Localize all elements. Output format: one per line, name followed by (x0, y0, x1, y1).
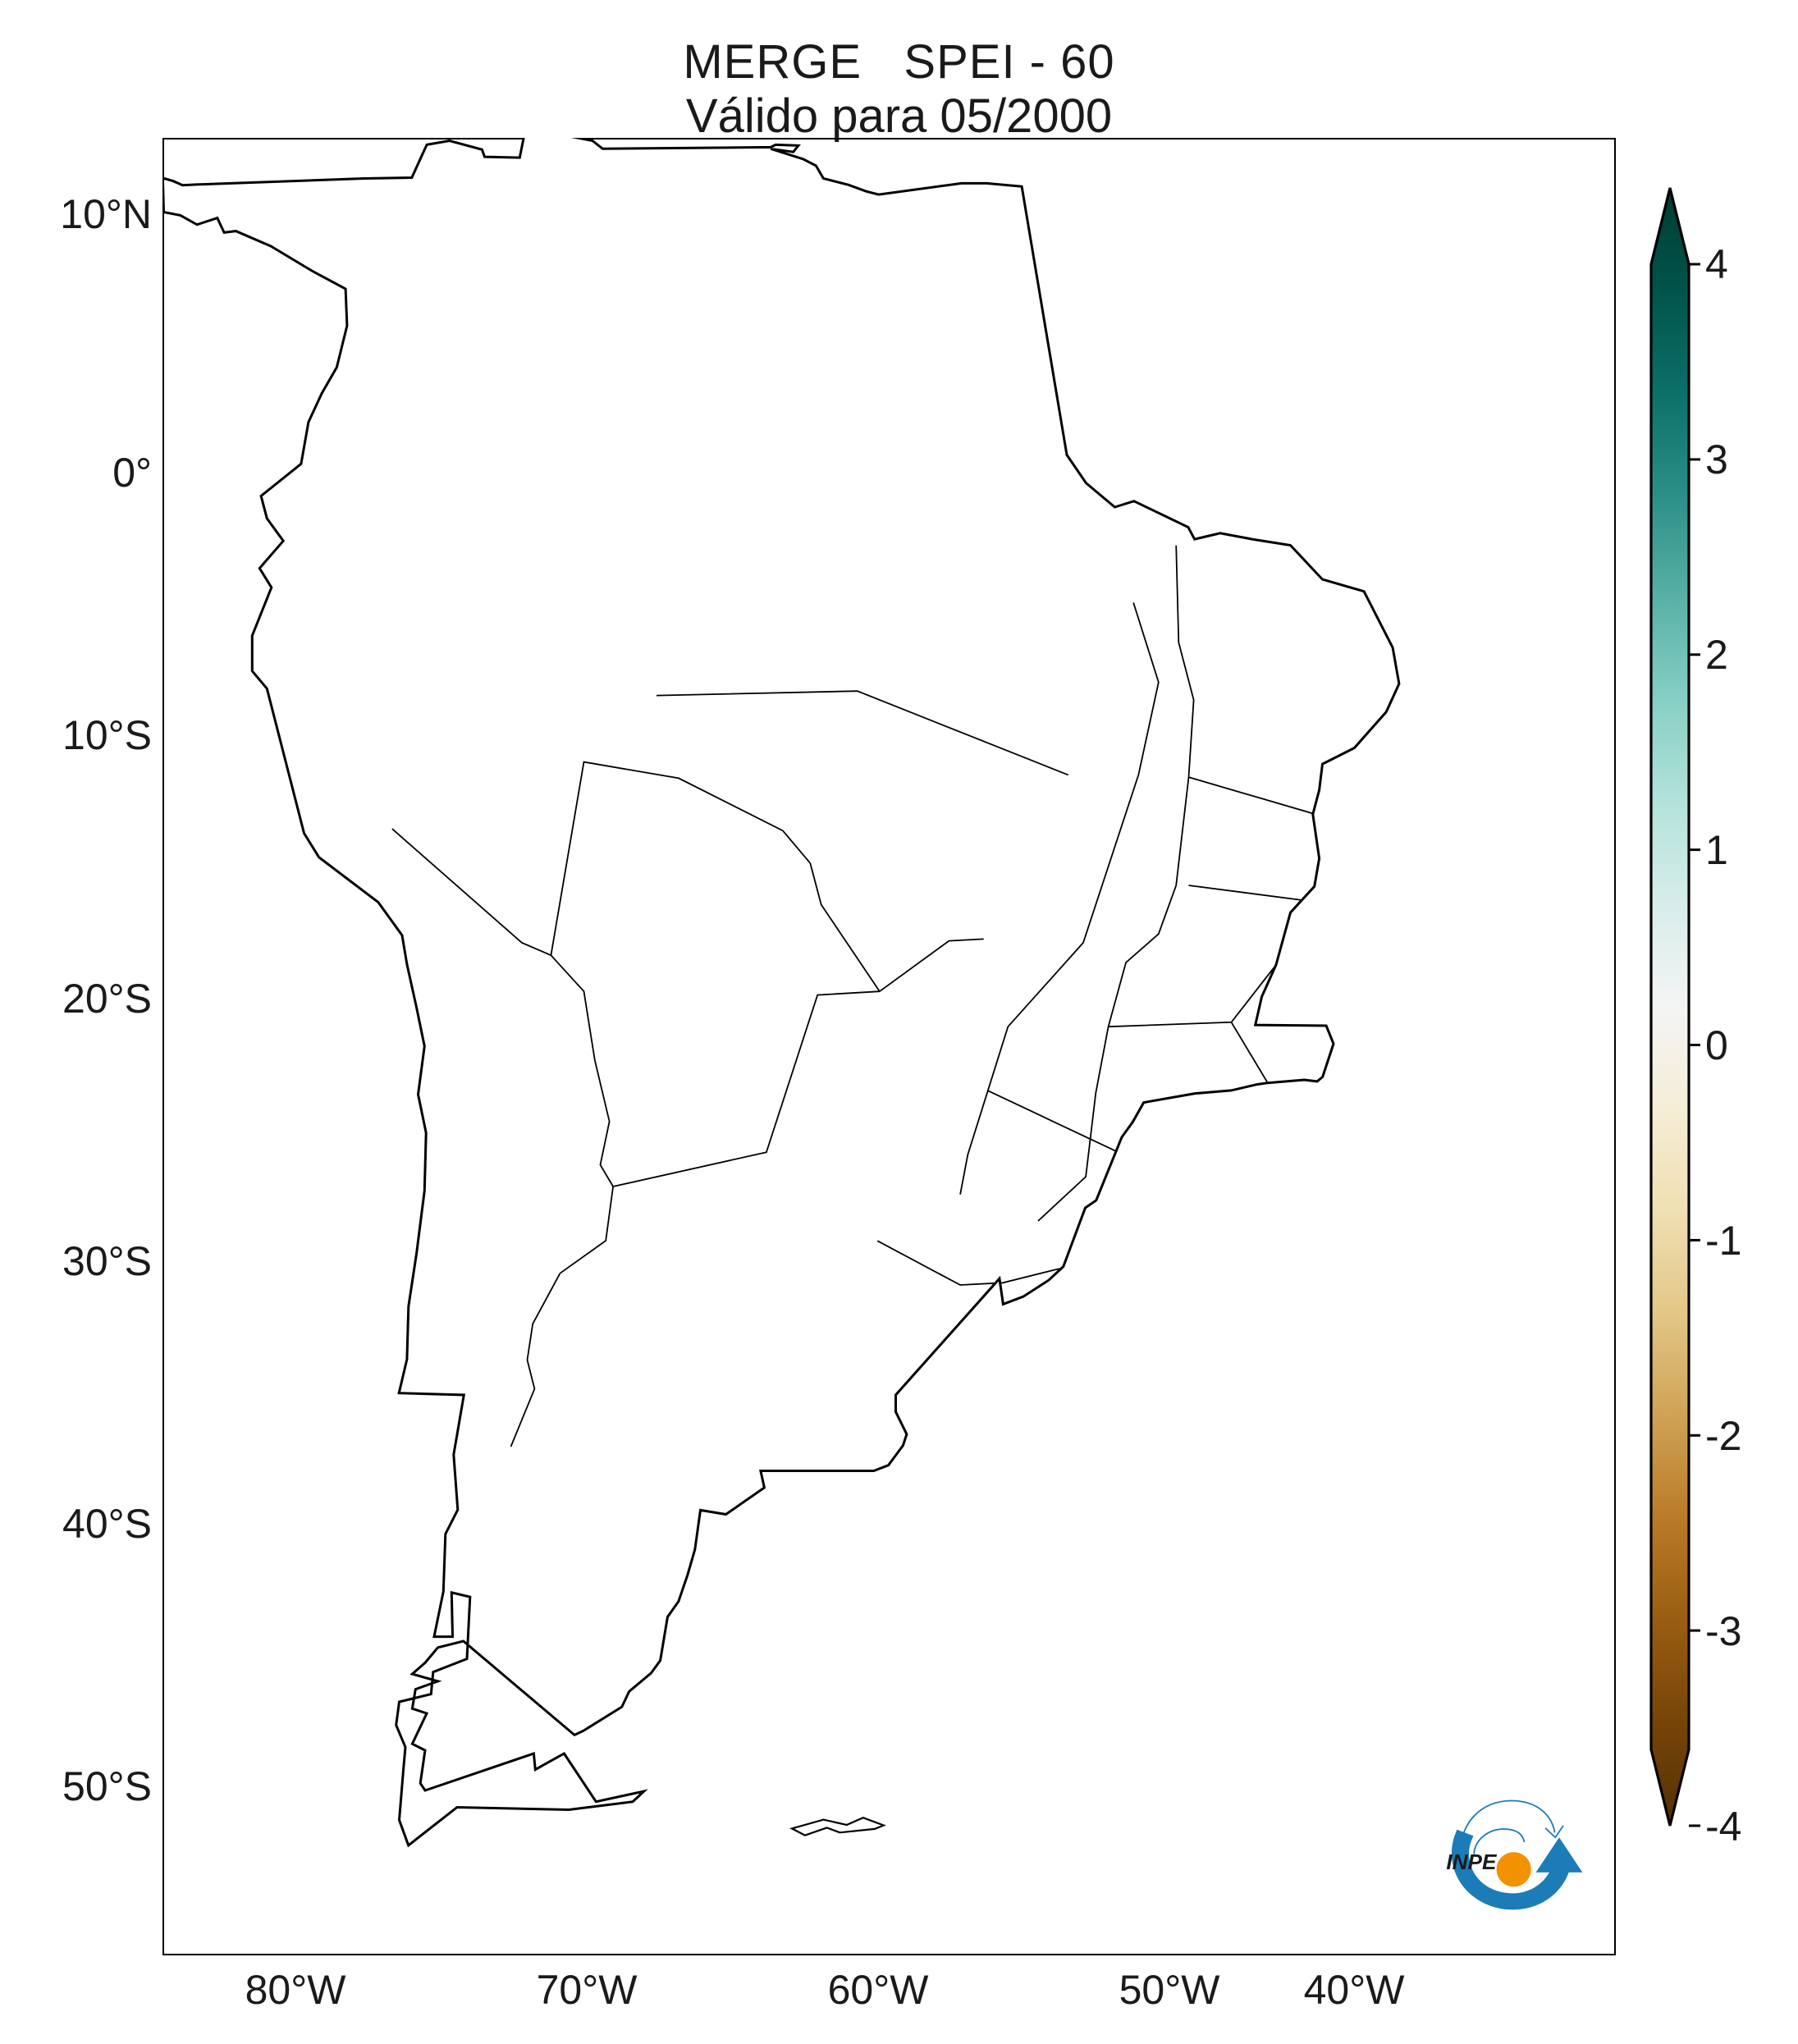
svg-text:INPE: INPE (1446, 1850, 1498, 1874)
